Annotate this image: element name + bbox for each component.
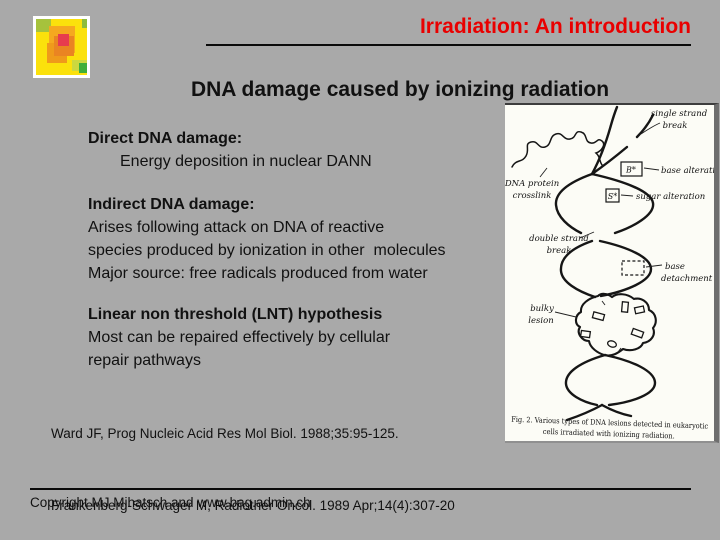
lesion-mark <box>579 329 592 339</box>
single-strand-break-label: single strand <box>651 109 708 119</box>
dna-strand <box>603 353 657 407</box>
base-alteration-box <box>620 161 643 177</box>
lesion-tick <box>617 347 622 353</box>
logo-green-br <box>79 63 87 73</box>
section-line: Most can be repaired effectively by cell… <box>88 329 391 346</box>
single-strand-break-label: break <box>663 121 688 131</box>
dna-strand-broken <box>635 113 655 139</box>
header-underline <box>206 44 691 46</box>
protein-squiggle <box>511 130 605 168</box>
dna-strand <box>559 239 597 299</box>
double-strand-break-label: double strand <box>529 234 589 244</box>
reference-2: Frankenberg-Schwager M, Radiother Oncol.… <box>51 498 455 513</box>
body-text: Direct DNA damage: Energy deposition in … <box>88 127 446 372</box>
reference-1: Ward JF, Prog Nucleic Acid Res Mol Biol.… <box>51 426 399 441</box>
sugar-alteration-box-label: S* <box>608 192 617 201</box>
lesion-mark <box>633 305 646 315</box>
base-detachment-label: detachment <box>661 274 713 284</box>
dna-strand <box>590 105 619 176</box>
figure-caption-line: cells irradiated with ionizing radiation… <box>543 427 675 441</box>
lesion-mark <box>630 327 645 339</box>
dna-protein-crosslink-label: crosslink <box>513 191 552 201</box>
section-direct-damage: Direct DNA damage: Energy deposition in … <box>88 127 446 173</box>
footer-rule <box>30 488 691 490</box>
dna-protein-crosslink-label: DNA protein <box>505 179 559 189</box>
figure-caption: Fig. 2. Various types of DNA lesions det… <box>511 415 708 441</box>
sugar-alteration-label: sugar alteration <box>636 192 705 202</box>
lesion-tick <box>601 300 606 306</box>
course-title: Irradiation: An introduction <box>419 15 691 38</box>
bulky-lesion-pointer <box>554 311 577 318</box>
references: Ward JF, Prog Nucleic Acid Res Mol Biol.… <box>51 374 455 540</box>
section-line: species produced by ionization in other … <box>88 242 446 259</box>
dna-strand <box>564 353 607 407</box>
sugar-alteration-pointer <box>620 194 634 197</box>
dna-lesions-diagram: B* S* single strand break base alteratio… <box>504 105 720 441</box>
lesion-mark <box>606 340 618 348</box>
bulky-lesion-marks <box>579 300 646 353</box>
pixel-mosaic-logo <box>33 16 90 78</box>
logo-green-tr <box>82 19 87 28</box>
section-indirect-damage: Indirect DNA damage: Arises following at… <box>88 193 446 285</box>
dna-strand <box>598 239 653 298</box>
sugar-alteration-box <box>605 188 620 203</box>
base-alteration-box-label: B* <box>625 166 636 175</box>
section-lnt-hypothesis: Linear non threshold (LNT) hypothesis Mo… <box>88 303 446 372</box>
double-strand-break-label: break <box>547 246 572 256</box>
lesion-mark <box>591 311 606 322</box>
lesion-mark <box>620 301 630 313</box>
section-line: repair pathways <box>88 352 201 369</box>
logo-red-center <box>58 34 69 46</box>
copyright-text: Copyright MJ Mihatsch and www.bag.admin.… <box>30 495 311 510</box>
dna-strand <box>590 172 655 235</box>
ssb-pointer <box>640 122 661 135</box>
dna-strand <box>565 403 604 422</box>
section-line: Arises following attack on DNA of reacti… <box>88 219 385 236</box>
section-line: Energy deposition in nuclear DANN <box>120 153 372 170</box>
section-line: Major source: free radicals produced fro… <box>88 265 428 282</box>
base-alteration-label: base alteration <box>661 166 714 176</box>
dsb-pointer <box>579 231 595 239</box>
slide-title: DNA damage caused by ionizing radiation <box>190 78 610 101</box>
bulky-lesion-label: bulky <box>530 304 554 314</box>
section-heading: Direct DNA damage: <box>88 130 243 147</box>
dna-strand <box>600 403 633 418</box>
base-detachment-label: base <box>665 262 685 272</box>
logo-art <box>36 19 87 75</box>
bulky-lesion-blob <box>574 292 657 357</box>
crosslink-pointer <box>539 167 548 178</box>
base-detachment-box <box>621 260 645 276</box>
dna-strand <box>554 172 594 235</box>
section-heading: Indirect DNA damage: <box>88 196 255 213</box>
section-heading: Linear non threshold (LNT) hypothesis <box>88 306 383 323</box>
dna-strand-broken <box>590 145 629 176</box>
base-alteration-pointer <box>643 167 660 171</box>
bulky-lesion-label: lesion <box>528 316 553 326</box>
base-detachment-pointer <box>645 264 663 268</box>
dna-lesions-figure: B* S* single strand break base alteratio… <box>504 103 720 443</box>
logo-green-tl <box>36 19 51 32</box>
